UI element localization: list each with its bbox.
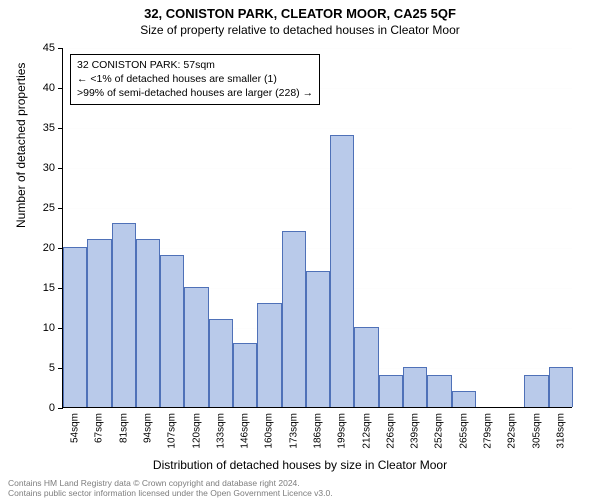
chart-bar (136, 239, 160, 407)
footer: Contains HM Land Registry data © Crown c… (8, 478, 333, 498)
chart-infobox: 32 CONISTON PARK: 57sqm ← <1% of detache… (70, 54, 320, 105)
chart-bar (233, 343, 257, 407)
y-tick-label: 30 (43, 162, 63, 174)
y-tick-label: 35 (43, 122, 63, 134)
chart-area: 05101520253035404554sqm67sqm81sqm94sqm10… (62, 48, 572, 408)
x-tick-label: 199sqm (337, 407, 348, 449)
gridline (63, 168, 572, 169)
infobox-line: 32 CONISTON PARK: 57sqm (77, 58, 313, 72)
y-tick-label: 20 (43, 242, 63, 254)
chart-bar (257, 303, 281, 407)
footer-line: Contains HM Land Registry data © Crown c… (8, 478, 333, 488)
y-tick-label: 25 (43, 202, 63, 214)
infobox-line: ← <1% of detached houses are smaller (1) (77, 72, 313, 86)
x-tick-label: 212sqm (361, 407, 372, 449)
x-tick-label: 67sqm (94, 407, 105, 443)
chart-bar (403, 367, 427, 407)
page-subtitle: Size of property relative to detached ho… (0, 21, 600, 37)
x-tick-label: 107sqm (167, 407, 178, 449)
chart-bar (379, 375, 403, 407)
x-tick-label: 318sqm (555, 407, 566, 449)
chart-bar (112, 223, 136, 407)
chart-bar (184, 287, 208, 407)
y-tick-label: 5 (49, 362, 63, 374)
y-tick-label: 15 (43, 282, 63, 294)
x-tick-label: 252sqm (434, 407, 445, 449)
gridline (63, 208, 572, 209)
page-title: 32, CONISTON PARK, CLEATOR MOOR, CA25 5Q… (0, 0, 600, 21)
chart-bar (160, 255, 184, 407)
x-tick-label: 94sqm (143, 407, 154, 443)
x-axis-label: Distribution of detached houses by size … (0, 458, 600, 472)
x-tick-label: 226sqm (385, 407, 396, 449)
chart-bar (209, 319, 233, 407)
chart-bar (282, 231, 306, 407)
footer-line: Contains public sector information licen… (8, 488, 333, 498)
chart-bar (63, 247, 87, 407)
y-tick-label: 45 (43, 42, 63, 54)
chart-bar (427, 375, 451, 407)
chart-bar (306, 271, 330, 407)
gridline (63, 48, 572, 49)
x-tick-label: 279sqm (483, 407, 494, 449)
y-tick-label: 10 (43, 322, 63, 334)
chart-bar (330, 135, 354, 407)
chart-bar (549, 367, 573, 407)
infobox-line: >99% of semi-detached houses are larger … (77, 86, 313, 100)
x-tick-label: 239sqm (410, 407, 421, 449)
x-tick-label: 160sqm (264, 407, 275, 449)
gridline (63, 128, 572, 129)
chart-bar (87, 239, 111, 407)
x-tick-label: 81sqm (118, 407, 129, 443)
x-tick-label: 120sqm (191, 407, 202, 449)
y-tick-label: 40 (43, 82, 63, 94)
chart-bar (452, 391, 476, 407)
x-tick-label: 265sqm (458, 407, 469, 449)
chart-bar (354, 327, 378, 407)
x-tick-label: 146sqm (240, 407, 251, 449)
x-tick-label: 186sqm (313, 407, 324, 449)
x-tick-label: 173sqm (288, 407, 299, 449)
x-tick-label: 54sqm (70, 407, 81, 443)
x-tick-label: 133sqm (215, 407, 226, 449)
x-tick-label: 292sqm (507, 407, 518, 449)
x-tick-label: 305sqm (531, 407, 542, 449)
y-axis-label: Number of detached properties (14, 63, 28, 228)
y-tick-label: 0 (49, 402, 63, 414)
chart-bar (524, 375, 548, 407)
